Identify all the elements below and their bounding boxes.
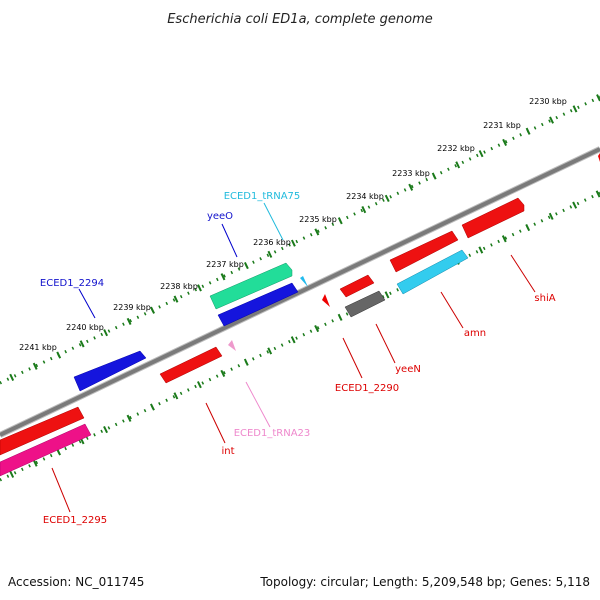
ruler-label: 2233 kbp [392,169,430,178]
ruler-label: 2234 kbp [346,192,384,201]
outer-ruler-tick [103,329,109,337]
outer-ruler-tick [290,239,296,247]
gene-trna-cyan-arrow[interactable] [300,276,308,287]
inner-ruler-tick [196,381,202,389]
gene-label-ECED1_2295[interactable]: ECED1_2295 [43,515,107,526]
outer-ruler-tick [32,362,38,370]
genome-summary-text: Topology: circular; Length: 5,209,548 bp… [259,575,590,589]
inner-ruler-tick [290,336,296,344]
gene-label-ECED1_2294[interactable]: ECED1_2294 [40,278,104,289]
inner-ruler-tick [103,425,108,434]
outer-ruler-tick [455,161,461,169]
map-title: Escherichia coli ED1a, complete genome [167,12,433,27]
outer-ruler-tick [150,306,155,314]
outer-ruler-tick [572,105,578,113]
outer-ruler-tick [337,217,343,225]
gene-ECED1_2295-red[interactable] [0,406,85,456]
gene-label-shiA[interactable]: shiA [534,293,555,304]
ruler-label: 2236 kbp [253,238,291,247]
ruler-label: 2238 kbp [160,282,198,291]
inner-ruler-tick [150,403,155,411]
outer-ruler-tick [431,172,437,180]
outer-ruler-tick [197,284,202,292]
gene-label-ECED1_tRNA75[interactable]: ECED1_tRNA75 [224,191,301,202]
outer-ruler-tick [243,261,249,270]
inner-ruler-tick [32,459,38,467]
ruler-label: 2230 kbp [529,97,567,106]
outer-ruler-tick [79,340,85,348]
outer-ruler-tick [384,194,390,203]
forward-strand-features [0,197,525,456]
inner-ruler-tick [572,201,578,209]
outer-ruler-dots [0,95,600,385]
gene-label-lines [51,202,536,513]
outer-ruler-tick [267,250,273,258]
inner-ruler-tick [243,358,249,366]
gene-yeeO[interactable] [217,282,299,327]
inner-ruler-tick [220,369,226,378]
reverse-strand-features [0,153,600,477]
ruler-label: 2241 kbp [19,343,57,352]
ruler-label: 2239 kbp [113,303,151,312]
gene-yeeN[interactable] [344,290,386,318]
gene-amn[interactable] [396,249,469,295]
gene-ECED1_2294[interactable] [73,350,147,392]
genome-backbone [0,146,600,438]
inner-ruler-tick [478,246,484,254]
outer-ruler-tick [549,116,554,124]
gene-label-int[interactable]: int [221,446,234,457]
ruler-label: 2237 kbp [206,260,244,269]
gene-int[interactable] [159,346,223,384]
outer-ruler-tick [56,351,62,359]
inner-ruler-tick [173,392,179,400]
gene-ECED1_2290[interactable] [339,274,375,298]
ruler-label: 2240 kbp [66,323,104,332]
gene-small-red[interactable] [322,294,330,307]
accession-text: Accession: NC_011745 [8,575,144,589]
outer-ruler-tick [478,150,484,158]
gene-ECED1_2295-magenta[interactable] [0,423,92,477]
ruler-label: 2235 kbp [299,215,337,224]
inner-ruler-tick [267,347,273,355]
inner-ruler-tick [525,223,531,232]
inner-ruler-tick [314,324,320,333]
gene-label-yeeO[interactable]: yeeO [207,211,233,222]
inner-ruler-tick [337,313,343,321]
gene-amn-up[interactable] [389,230,459,273]
gene-label-ECED1_2290[interactable]: ECED1_2290 [335,383,399,394]
inner-ruler-tick [9,470,15,478]
outer-ruler-tick [220,273,226,281]
outer-ruler-tick [502,138,508,147]
outer-ruler-tick [361,205,367,214]
outer-ruler-tick [173,295,179,303]
inner-ruler-tick [126,414,132,422]
gene-label-ECED1_tRNA23[interactable]: ECED1_tRNA23 [234,428,311,439]
outer-ruler-tick [525,127,531,135]
outer-ruler-tick [126,317,132,326]
ruler-label: 2231 kbp [483,121,521,130]
gene-ECED1_tRNA23[interactable] [228,340,236,351]
gene-labels: shiA amn yeeN ECED1_2290 ECED1_tRNA75 ye… [40,191,556,526]
outer-ruler-tick [408,183,414,191]
gene-shiA[interactable] [461,197,525,239]
inner-ruler-tick [384,291,390,299]
ruler-label: 2232 kbp [437,144,475,153]
gene-label-amn[interactable]: amn [464,328,486,339]
outer-ruler: 2230 kbp 2231 kbp 2232 kbp 2233 kbp 2234… [0,94,600,385]
inner-ruler-tick [501,235,507,243]
outer-ruler-tick [314,228,320,236]
inner-ruler-tick [548,212,554,220]
outer-ruler-tick [9,373,15,382]
gene-label-yeeN[interactable]: yeeN [395,364,421,375]
inner-ruler-tick [595,190,600,198]
gene-ECED1_tRNA75[interactable] [209,262,293,310]
